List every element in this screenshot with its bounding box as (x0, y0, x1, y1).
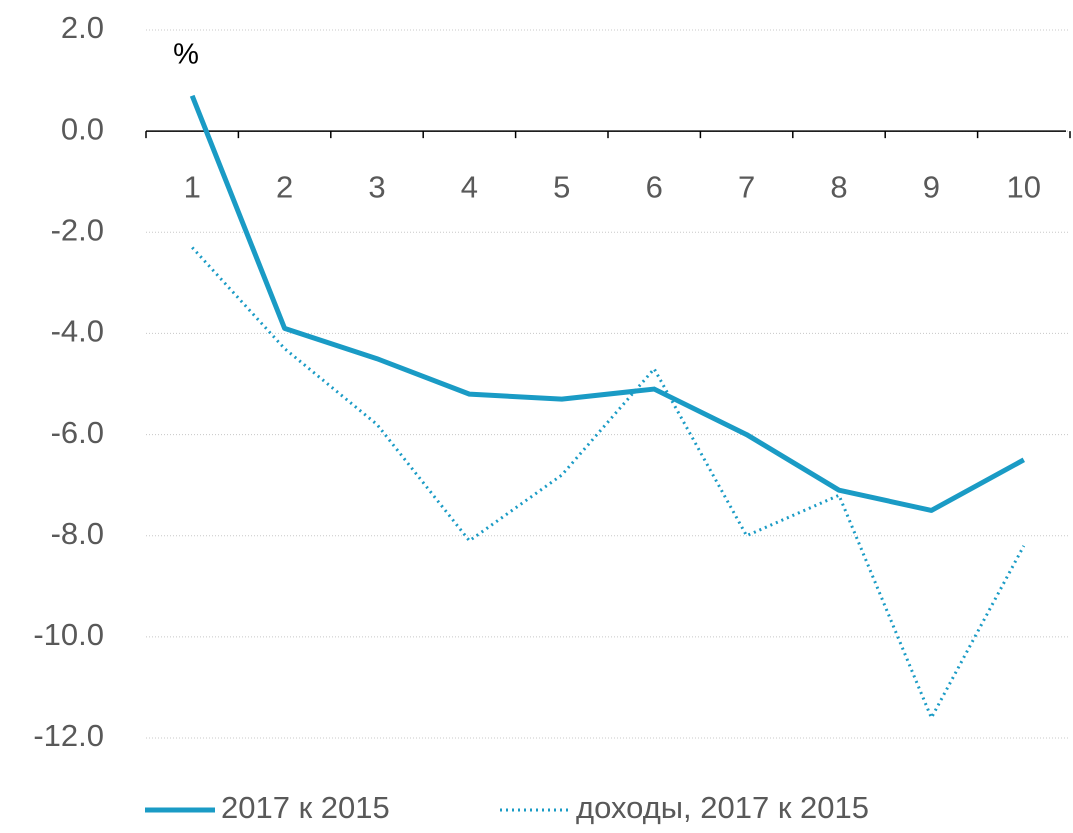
x-tick-label: 8 (830, 169, 847, 204)
x-tick-label: 6 (646, 169, 663, 204)
series-line (191, 246, 1026, 720)
y-tick-label: 0.0 (61, 111, 104, 146)
y-tick-label: -10.0 (33, 617, 104, 652)
x-tick-label: 10 (1007, 169, 1041, 204)
annotation: % (173, 39, 199, 71)
legend-label: доходы, 2017 к 2015 (576, 790, 869, 825)
x-tick-label: 5 (553, 169, 570, 204)
y-tick-label: -12.0 (33, 718, 104, 753)
y-tick-label: -6.0 (51, 415, 104, 450)
x-tick-label: 9 (923, 169, 940, 204)
y-tick-label: -4.0 (51, 314, 104, 349)
x-tick-label: 2 (276, 169, 293, 204)
y-tick-label: 2.0 (61, 10, 104, 45)
x-tick-label: 3 (368, 169, 385, 204)
x-tick-label: 4 (461, 169, 478, 204)
y-tick-label: -2.0 (51, 212, 104, 247)
series-line (189, 94, 1026, 513)
legend-label: 2017 к 2015 (221, 790, 390, 825)
x-tick-label: 7 (738, 169, 755, 204)
y-tick-label: -8.0 (51, 516, 104, 551)
x-tick-label: 1 (184, 169, 201, 204)
